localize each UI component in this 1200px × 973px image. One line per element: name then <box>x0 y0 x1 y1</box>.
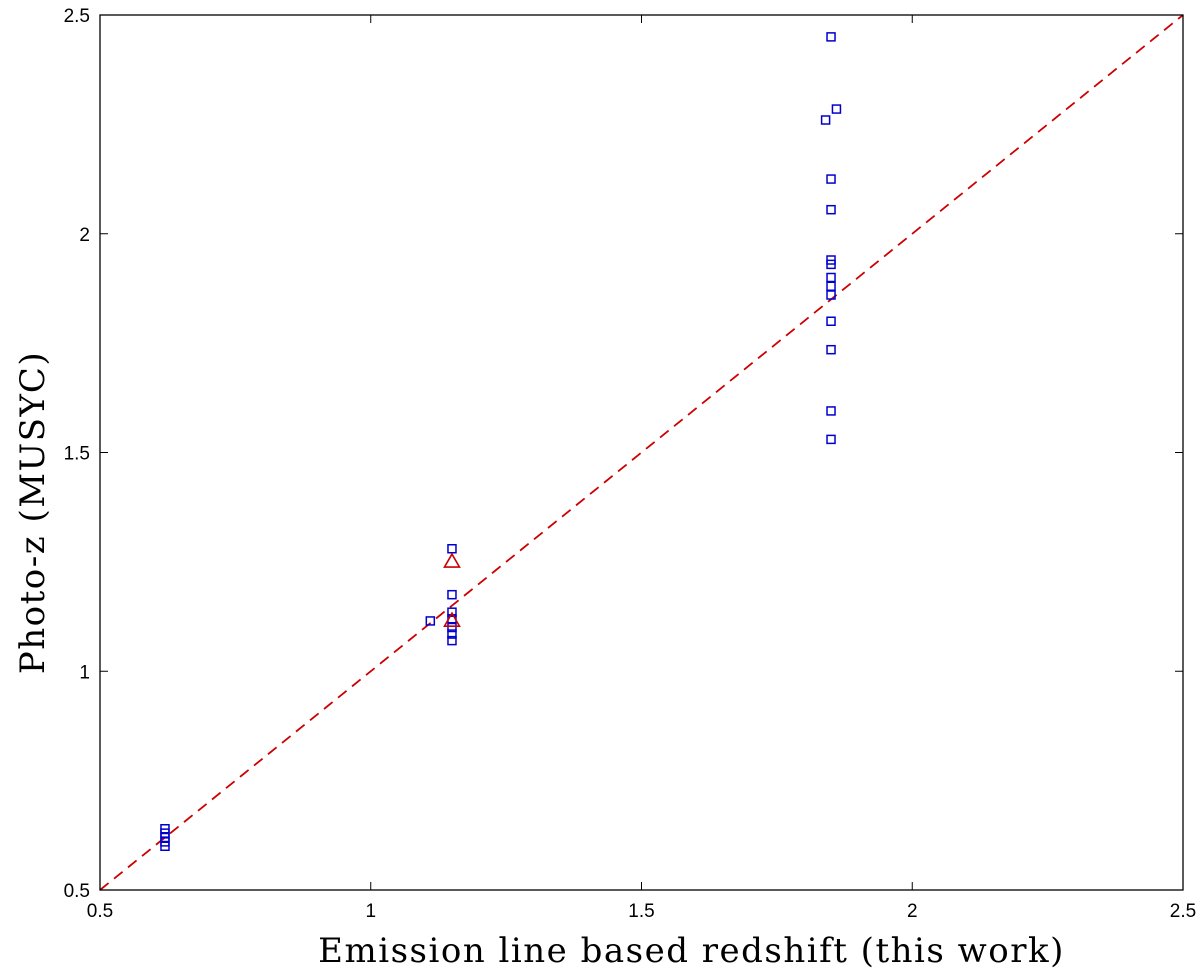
identity-dashed-line <box>99 14 1184 891</box>
square-point-7 <box>447 589 457 600</box>
square-point-23 <box>826 316 836 326</box>
square-point-19 <box>826 259 836 270</box>
square-point-13 <box>826 32 836 42</box>
y-tick-label-0: 0.5 <box>64 881 90 902</box>
x-axis-label: Emission line based redshift (this work) <box>318 931 1065 971</box>
x-tick-label-3: 2 <box>907 901 918 922</box>
square-point-26 <box>826 434 836 445</box>
square-point-17 <box>826 204 836 215</box>
triangle-point-1 <box>443 611 461 627</box>
square-point-24 <box>826 344 836 355</box>
square-point-16 <box>826 174 836 184</box>
y-axis-label: Photo-z (MUSYC) <box>13 351 53 674</box>
x-tick-label-1: 1 <box>365 901 376 922</box>
y-tick-label-1: 1 <box>79 662 90 683</box>
square-point-4 <box>160 841 170 851</box>
axis-ticks: 0.5 1 1.5 2 2.5 0.5 1 1.5 2 2.5 <box>64 6 1197 922</box>
x-tick-label-2: 1.5 <box>628 901 654 922</box>
y-tick-label-2: 1.5 <box>64 444 90 465</box>
x-tick-label-0: 0.5 <box>87 901 113 922</box>
square-point-25 <box>826 406 836 416</box>
square-point-10 <box>447 622 457 633</box>
square-point-8 <box>447 607 457 617</box>
plot-marks <box>99 14 1184 891</box>
y-tick-label-4: 2.5 <box>64 6 90 27</box>
square-point-12 <box>447 635 457 646</box>
square-point-11 <box>447 629 457 639</box>
square-point-5 <box>425 616 436 626</box>
triangle-point-0 <box>443 552 461 568</box>
square-point-14 <box>831 104 842 114</box>
square-point-6 <box>447 544 457 554</box>
square-point-20 <box>826 272 836 283</box>
square-point-21 <box>826 281 836 291</box>
y-tick-label-3: 2 <box>79 225 90 246</box>
square-point-15 <box>820 115 831 125</box>
x-tick-label-4: 2.5 <box>1170 901 1196 922</box>
square-point-22 <box>826 290 836 300</box>
